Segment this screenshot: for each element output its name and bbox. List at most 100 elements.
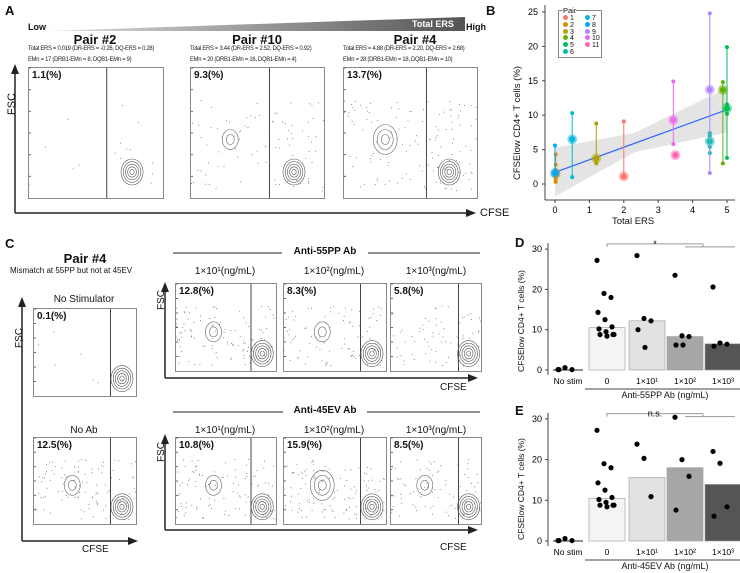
event-dot [232, 491, 234, 493]
data-point [710, 448, 716, 455]
data-point [711, 343, 717, 349]
event-dot [197, 170, 199, 172]
event-dot [265, 146, 267, 148]
event-dot [296, 463, 298, 465]
event-dot [369, 338, 371, 340]
event-dot [222, 476, 224, 478]
event-dot [191, 504, 193, 506]
event-dot [458, 355, 460, 357]
event-dot [334, 516, 336, 518]
event-dot [119, 499, 121, 501]
event-dot [199, 363, 201, 365]
contour [259, 503, 265, 510]
panel-label-b: B [486, 3, 496, 18]
event-dot [401, 177, 403, 179]
event-dot [258, 328, 260, 330]
event-dot [426, 341, 428, 343]
event-dot [362, 129, 364, 131]
event-dot [232, 343, 234, 345]
flow-svg [175, 283, 275, 371]
event-dot [254, 501, 256, 503]
event-dot [459, 486, 461, 488]
x-tick-label: 1×10³ [712, 376, 734, 386]
event-dot [214, 484, 216, 486]
contour [317, 479, 327, 491]
event-dot [237, 492, 239, 494]
event-dot [247, 346, 249, 348]
event-dot [451, 121, 453, 123]
event-dot [218, 151, 220, 153]
event-dot [286, 465, 288, 467]
event-dot [424, 318, 426, 320]
event-dot [291, 471, 293, 473]
event-dot [278, 184, 280, 186]
significance-label: n.s. [648, 409, 663, 419]
event-dot [468, 179, 470, 181]
percent-label: 1.1(%) [32, 70, 62, 81]
event-dot [265, 516, 267, 518]
event-dot [371, 154, 373, 156]
group-label-anti-55pp: Anti-55PP Ab [293, 246, 357, 257]
event-dot [183, 514, 185, 516]
y-axis-label: CFSElow CD4+ T cells (%) [516, 270, 526, 372]
event-dot [440, 465, 442, 467]
event-dot [196, 507, 198, 509]
event-dot [232, 344, 234, 346]
event-dot [286, 138, 288, 140]
event-dot [292, 311, 294, 313]
event-dot [370, 515, 372, 517]
event-dot [194, 485, 196, 487]
event-dot [330, 307, 332, 309]
event-dot [288, 334, 290, 336]
event-dot [345, 508, 347, 510]
event-dot [366, 489, 368, 491]
regression-line [554, 109, 728, 173]
flow-svg [391, 283, 481, 371]
pair-title: Pair #4 [63, 251, 107, 266]
event-dot [352, 107, 354, 109]
event-dot [250, 499, 252, 501]
event-dot [376, 120, 378, 122]
event-dot [311, 307, 313, 309]
event-dot [244, 514, 246, 516]
event-dot [403, 363, 405, 365]
pair-point-8 [553, 143, 557, 148]
event-dot [283, 337, 285, 339]
event-dot [297, 511, 299, 513]
event-dot [178, 338, 180, 340]
pair-point-7 [570, 111, 575, 116]
contour [115, 370, 129, 387]
event-dot [191, 330, 193, 332]
event-dot [349, 498, 351, 500]
data-point [711, 513, 717, 519]
y-tick-label: 10 [528, 110, 538, 120]
event-dot [456, 336, 458, 338]
contour [362, 496, 382, 518]
event-dot [209, 483, 211, 485]
contour [250, 493, 274, 521]
event-dot [92, 516, 94, 518]
bar [704, 343, 740, 371]
data-point [686, 473, 692, 479]
event-dot [383, 501, 385, 503]
contour [291, 169, 297, 175]
event-dot [384, 183, 386, 185]
data-point [648, 494, 654, 500]
event-dot [396, 117, 398, 119]
event-dot [207, 162, 209, 164]
event-dot [307, 178, 309, 180]
event-dot [343, 498, 345, 500]
event-dot [343, 337, 345, 339]
event-dot [351, 120, 353, 122]
event-dot [440, 341, 442, 343]
contour [466, 503, 472, 510]
event-dot [324, 316, 326, 318]
event-dot [246, 464, 248, 466]
event-dot [204, 345, 206, 347]
contour [367, 348, 377, 360]
event-dot [187, 484, 189, 486]
event-dot [74, 466, 76, 468]
event-dot [215, 352, 217, 354]
